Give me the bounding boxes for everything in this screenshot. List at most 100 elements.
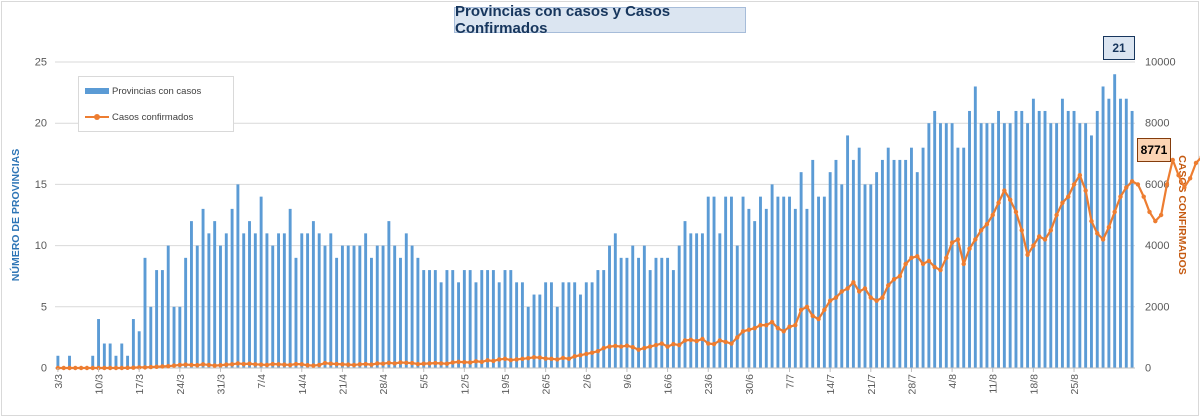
casos-marker <box>949 240 955 245</box>
bar <box>242 233 246 368</box>
legend-label-bars: Provincias con casos <box>112 85 202 97</box>
casos-marker <box>386 360 392 365</box>
casos-marker <box>119 365 124 371</box>
bar <box>503 270 507 368</box>
bar <box>474 282 478 368</box>
casos-marker <box>322 360 328 366</box>
casos-marker <box>729 341 734 346</box>
bar <box>1107 98 1111 368</box>
casos-marker <box>171 363 177 368</box>
casos-marker <box>450 360 455 365</box>
bar <box>880 159 884 368</box>
casos-marker <box>618 344 624 349</box>
y2-tick-label: 0 <box>1145 363 1151 375</box>
bar <box>863 184 867 368</box>
bar <box>573 282 577 368</box>
bar <box>782 196 786 368</box>
casos-marker <box>955 237 961 242</box>
bar <box>596 270 600 368</box>
casos-marker <box>624 343 630 348</box>
bar <box>1008 123 1012 368</box>
bar <box>213 221 217 368</box>
bar <box>666 257 670 368</box>
casos-marker <box>282 362 287 367</box>
casos-marker <box>909 255 914 261</box>
casos-marker <box>526 356 531 361</box>
casos-marker <box>369 362 374 367</box>
bar <box>137 331 141 368</box>
bar <box>433 270 437 368</box>
casos-marker <box>1025 252 1030 257</box>
y2-tick-label: 2000 <box>1145 301 1169 313</box>
bar <box>811 159 815 368</box>
bar <box>625 257 629 368</box>
casos-marker <box>224 362 229 367</box>
bar <box>457 282 460 368</box>
bar <box>422 270 426 368</box>
casos-marker <box>1135 182 1141 187</box>
casos-marker <box>868 295 874 300</box>
casos-marker <box>1083 188 1088 193</box>
bar <box>776 196 780 368</box>
x-tick-label: 12/5 <box>459 374 471 395</box>
casos-marker <box>723 339 728 345</box>
casos-marker <box>717 338 723 343</box>
bar <box>207 233 211 368</box>
casos-marker <box>438 361 444 366</box>
x-tick-label: 17/3 <box>134 374 146 395</box>
x-tick-label: 25/8 <box>1069 374 1081 395</box>
x-tick-label: 2/6 <box>581 374 593 389</box>
casos-marker <box>647 344 653 349</box>
casos-marker <box>920 261 926 267</box>
x-tick-label: 9/6 <box>622 374 634 389</box>
casos-marker <box>607 344 612 349</box>
casos-marker <box>328 361 334 366</box>
y2-tick-label: 10000 <box>1145 57 1176 69</box>
casos-marker <box>584 351 589 357</box>
bar <box>921 147 925 368</box>
casos-marker <box>433 360 438 366</box>
bar <box>608 245 611 368</box>
casos-marker <box>392 361 397 366</box>
bar <box>468 270 472 368</box>
legend-swatch-bars <box>85 88 109 94</box>
casos-marker <box>984 221 990 227</box>
casos-marker <box>758 322 763 328</box>
casos-marker <box>787 324 792 329</box>
casos-marker <box>833 295 839 300</box>
x-tick-label: 7/4 <box>256 374 268 389</box>
bar <box>642 245 646 368</box>
bar <box>1002 123 1006 368</box>
bar <box>520 282 524 368</box>
casos-marker <box>334 361 339 367</box>
casos-marker <box>61 365 66 371</box>
casos-marker <box>804 304 810 309</box>
casos-marker <box>229 362 235 367</box>
casos-marker <box>102 365 107 371</box>
y2-tick-label: 8000 <box>1145 118 1169 130</box>
bar <box>764 208 768 368</box>
casos-marker <box>183 362 188 367</box>
casos-marker <box>688 337 694 343</box>
casos-marker <box>537 355 543 360</box>
casos-marker <box>1153 218 1158 224</box>
casos-marker <box>566 356 572 362</box>
casos-marker <box>798 307 804 313</box>
bar <box>747 208 751 368</box>
bar <box>236 184 240 368</box>
bar <box>584 282 588 368</box>
bar <box>329 233 333 368</box>
casos-marker <box>508 357 514 363</box>
x-tick-label: 3/3 <box>53 374 65 389</box>
bar <box>126 355 130 368</box>
bar <box>491 270 495 368</box>
casos-marker <box>1170 157 1175 163</box>
bar <box>1130 110 1134 369</box>
bar <box>300 233 304 368</box>
casos-marker <box>700 336 705 342</box>
casos-marker <box>485 358 490 363</box>
casos-marker <box>926 258 932 264</box>
bar <box>323 245 327 368</box>
bar <box>370 257 373 368</box>
casos-marker <box>502 356 508 362</box>
